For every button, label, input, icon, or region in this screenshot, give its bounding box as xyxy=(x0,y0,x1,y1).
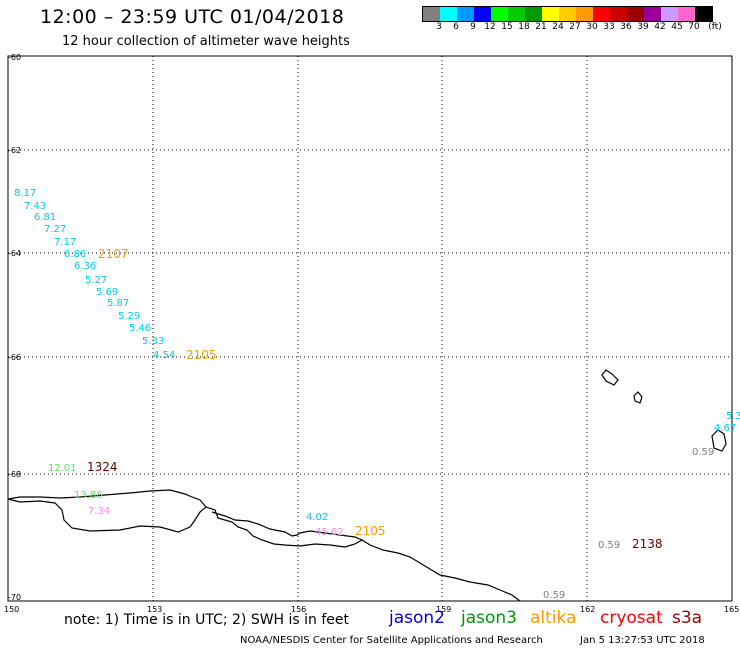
gray-label-0-59-a: 0.59 xyxy=(692,447,714,458)
legend-swatch xyxy=(593,7,610,21)
legend-swatch xyxy=(474,7,491,21)
legend-swatch xyxy=(525,7,542,21)
x-tick-153: 153 xyxy=(147,605,162,614)
legend-swatch xyxy=(457,7,474,21)
y-tick-64: -64 xyxy=(8,249,21,258)
satellite-label-jason2: jason2 xyxy=(389,608,445,628)
track-label: 7.43 xyxy=(24,201,46,212)
pink-label-7-34: 7.34 xyxy=(88,506,110,517)
track-label: 8.17 xyxy=(14,188,36,199)
legend-swatch xyxy=(559,7,576,21)
legend-label: 24 xyxy=(552,22,564,32)
track-label: 5.33 xyxy=(142,336,164,347)
green-label-12-01: 12.01 xyxy=(48,463,77,474)
color-scale-labels: 3 6 9 12 15 18 21 24 27 30 33 36 39 42 45 70 (ft) xyxy=(422,22,740,34)
legend-swatch xyxy=(542,7,559,21)
legend-label: 27 xyxy=(569,22,581,32)
legend-label: 39 xyxy=(637,22,649,32)
satellite-label-cryosat: cryosat xyxy=(600,608,663,628)
legend-label: (ft) xyxy=(708,22,722,32)
x-tick-159: 159 xyxy=(436,605,451,614)
track-label: 6.86 xyxy=(64,249,86,260)
cyan-label-4-67: 4.67 xyxy=(714,423,736,434)
legend-swatch xyxy=(440,7,457,21)
y-tick-70: -70 xyxy=(8,593,21,602)
legend-label: 45 xyxy=(671,22,683,32)
satellite-label-altika: altika xyxy=(530,608,577,628)
track-label: 7.27 xyxy=(44,224,66,235)
y-tick-60: -60 xyxy=(8,53,21,62)
x-tick-150: 150 xyxy=(4,605,19,614)
island-3 xyxy=(711,429,727,452)
legend-label: 70 xyxy=(688,22,700,32)
island-1 xyxy=(601,369,619,386)
darkred-label-1324: 1324 xyxy=(87,460,118,474)
y-tick-66: -66 xyxy=(8,353,21,362)
legend-swatch xyxy=(610,7,627,21)
cyan-track-labels: 8.17 7.436.817.27 7.176.866.36 5.275.695.87… xyxy=(14,188,175,361)
cyan-label-4-02: 4.02 xyxy=(306,512,328,523)
legend-label: 33 xyxy=(603,22,615,32)
plot-frame xyxy=(7,55,733,602)
track-label: 6.36 xyxy=(74,261,96,272)
chart-title: 12:00 – 23:59 UTC 01/04/2018 xyxy=(40,6,345,28)
satellite-label-s3a: s3a xyxy=(672,608,703,628)
legend-label: 21 xyxy=(535,22,547,32)
y-tick-62: -62 xyxy=(8,146,21,155)
satellite-label-jason3: jason3 xyxy=(461,608,517,628)
legend-label: 6 xyxy=(453,22,459,32)
legend-label: 12 xyxy=(484,22,496,32)
legend-label: 3 xyxy=(436,22,442,32)
legend-swatch xyxy=(508,7,525,21)
gray-label-0-59-b: 0.59 xyxy=(598,540,620,551)
coastline xyxy=(7,369,727,602)
darkred-label-2138: 2138 xyxy=(632,537,663,551)
track-label: 6.81 xyxy=(34,212,56,223)
coastline-upper xyxy=(7,489,207,508)
legend-swatch xyxy=(491,7,508,21)
chart-subtitle: 12 hour collection of altimeter wave hei… xyxy=(62,34,350,49)
island-2 xyxy=(633,391,643,404)
legend-label: 30 xyxy=(586,22,598,32)
legend-label: 42 xyxy=(654,22,666,32)
legend-swatch xyxy=(423,7,440,21)
legend-swatch xyxy=(644,7,661,21)
track-label: 5.29 xyxy=(118,311,140,322)
grid-lines xyxy=(8,56,732,601)
footer-timestamp: Jan 5 13:27:53 UTC 2018 xyxy=(580,635,705,646)
legend-label: 18 xyxy=(518,22,530,32)
legend-label: 9 xyxy=(470,22,476,32)
legend-swatch xyxy=(576,7,593,21)
coastline-inlet xyxy=(211,511,363,541)
legend-swatch xyxy=(695,7,712,21)
track-label: 5.46 xyxy=(129,323,151,334)
units-note: note: 1) Time is in UTC; 2) SWH is in fe… xyxy=(64,612,350,628)
track-label: 5.69 xyxy=(96,287,118,298)
legend-swatch xyxy=(627,7,644,21)
legend-swatch xyxy=(678,7,695,21)
x-tick-165: 165 xyxy=(724,605,739,614)
track-label: 4.54 xyxy=(153,350,175,361)
cyan-label-5-3: 5.3 xyxy=(726,411,740,422)
track-label: 7.17 xyxy=(54,237,76,248)
pink-label-45-62: 45.62 xyxy=(315,527,344,538)
orange-label-2107: 2107 xyxy=(98,247,129,261)
x-tick-162: 162 xyxy=(580,605,595,614)
green-label-13-86: 13.86 xyxy=(74,490,103,501)
footer-credit: NOAA/NESDIS Center for Satellite Applica… xyxy=(240,635,543,646)
color-scale-legend xyxy=(422,6,713,22)
legend-label: 15 xyxy=(501,22,513,32)
legend-swatch xyxy=(661,7,678,21)
y-tick-68: -68 xyxy=(8,470,21,479)
coastline-main xyxy=(7,498,521,602)
gray-label-0-59-c: 0.59 xyxy=(543,590,565,601)
orange-label-2105-a: 2105 xyxy=(186,348,217,362)
orange-label-2105-b: 2105 xyxy=(355,524,386,538)
legend-label: 36 xyxy=(620,22,632,32)
track-label: 5.87 xyxy=(107,298,129,309)
track-label: 5.27 xyxy=(85,275,107,286)
x-tick-156: 156 xyxy=(291,605,306,614)
